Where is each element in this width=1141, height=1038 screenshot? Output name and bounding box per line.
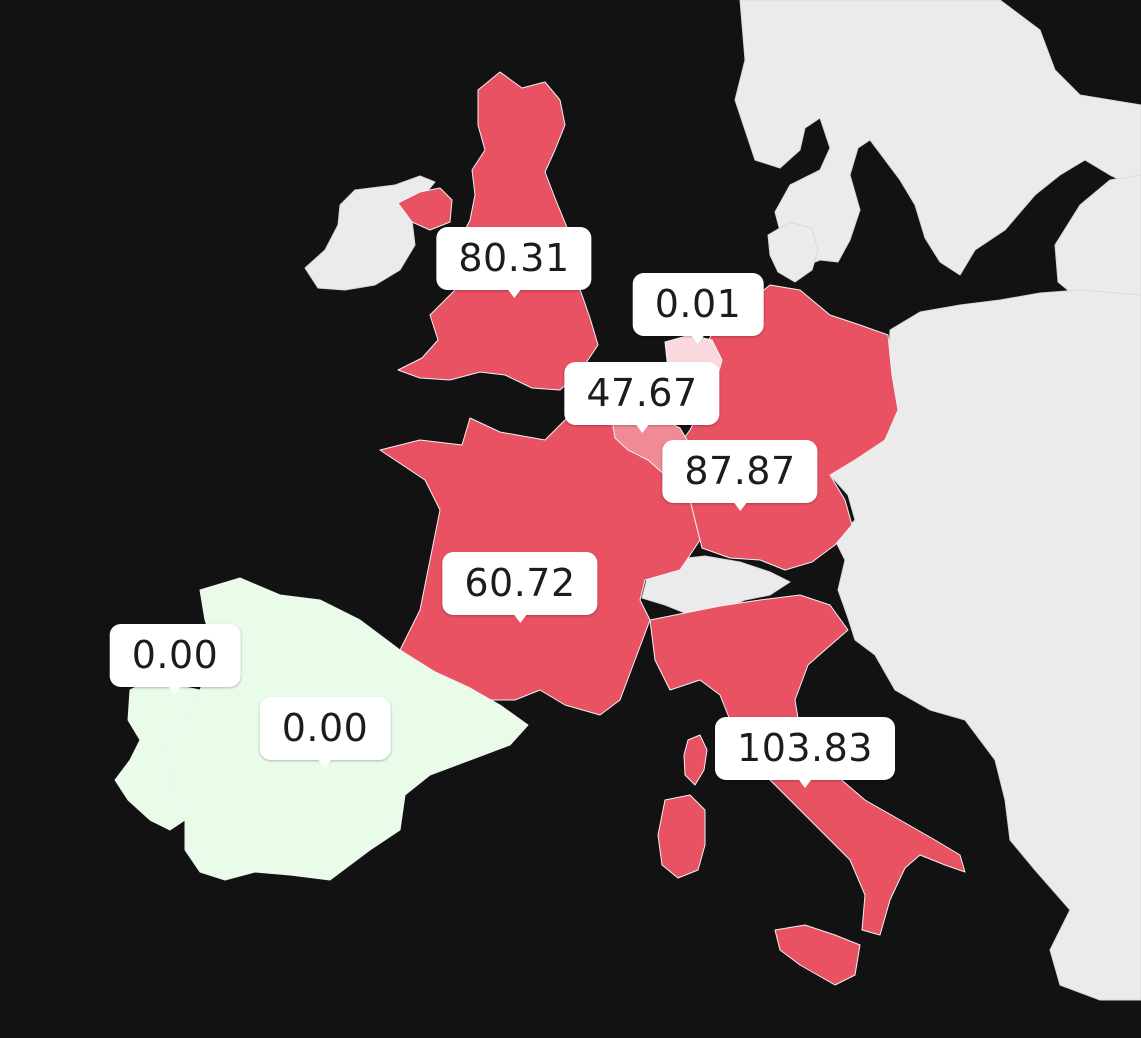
region-ireland bbox=[304, 175, 436, 291]
value-label-germany: 87.87 bbox=[662, 440, 818, 511]
value-label-netherlands: 0.01 bbox=[632, 273, 764, 344]
region-portugal[interactable] bbox=[114, 679, 201, 831]
region-sicily[interactable] bbox=[774, 924, 861, 986]
region-corsica[interactable] bbox=[683, 734, 708, 786]
region-central-eastern-europe bbox=[829, 289, 1141, 1001]
value-label-uk: 80.31 bbox=[436, 227, 592, 298]
value-label-italy: 103.83 bbox=[715, 717, 895, 788]
value-label-spain: 0.00 bbox=[259, 697, 391, 768]
region-baltics bbox=[1054, 174, 1141, 306]
value-label-france: 60.72 bbox=[442, 552, 598, 623]
value-label-belgium: 47.67 bbox=[564, 362, 720, 433]
region-sardinia[interactable] bbox=[657, 794, 706, 879]
region-ireland-north[interactable] bbox=[397, 187, 453, 231]
value-label-portugal: 0.00 bbox=[109, 624, 241, 695]
region-denmark bbox=[767, 221, 819, 283]
